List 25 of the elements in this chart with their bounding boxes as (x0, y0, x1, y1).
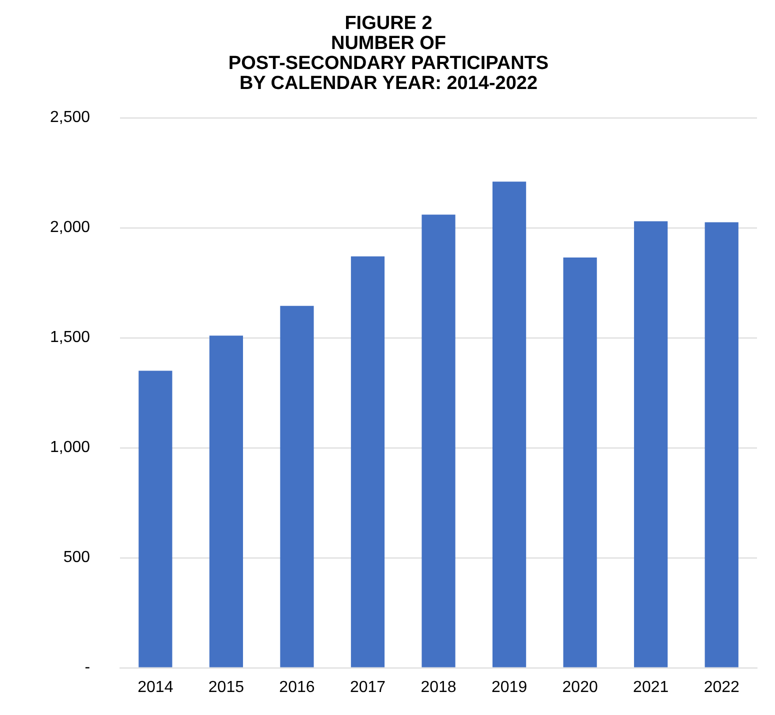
bar (704, 222, 738, 668)
y-tick-label: 2,500 (50, 109, 90, 126)
y-tick-label: 1,000 (50, 439, 90, 456)
bar (492, 182, 526, 668)
x-tick-label: 2015 (208, 678, 244, 696)
bar (280, 306, 314, 668)
x-tick-label: 2022 (704, 678, 740, 696)
bar (209, 336, 244, 668)
bar (563, 258, 597, 668)
y-tick-label: 2,000 (50, 219, 90, 236)
bar (422, 214, 456, 668)
x-tick-label: 2014 (138, 678, 174, 696)
x-tick-label: 2018 (420, 678, 456, 696)
bar (138, 370, 172, 668)
x-tick-label: 2021 (633, 678, 669, 696)
x-tick-label: 2016 (279, 678, 315, 696)
y-tick-label: 1,500 (50, 329, 90, 346)
x-tick-label: 2020 (562, 678, 598, 696)
bar (350, 256, 385, 668)
x-tick-label: 2019 (491, 678, 528, 696)
bar (634, 221, 668, 668)
chart-title: FIGURE 2 NUMBER OF POST-SECONDARY PARTICIPANTS BY CALENDAR YEAR: 2014-2022 (228, 13, 549, 94)
x-tick-label: 2017 (350, 678, 386, 696)
y-tick-label: - (84, 659, 90, 676)
y-tick-label: 500 (63, 549, 90, 566)
